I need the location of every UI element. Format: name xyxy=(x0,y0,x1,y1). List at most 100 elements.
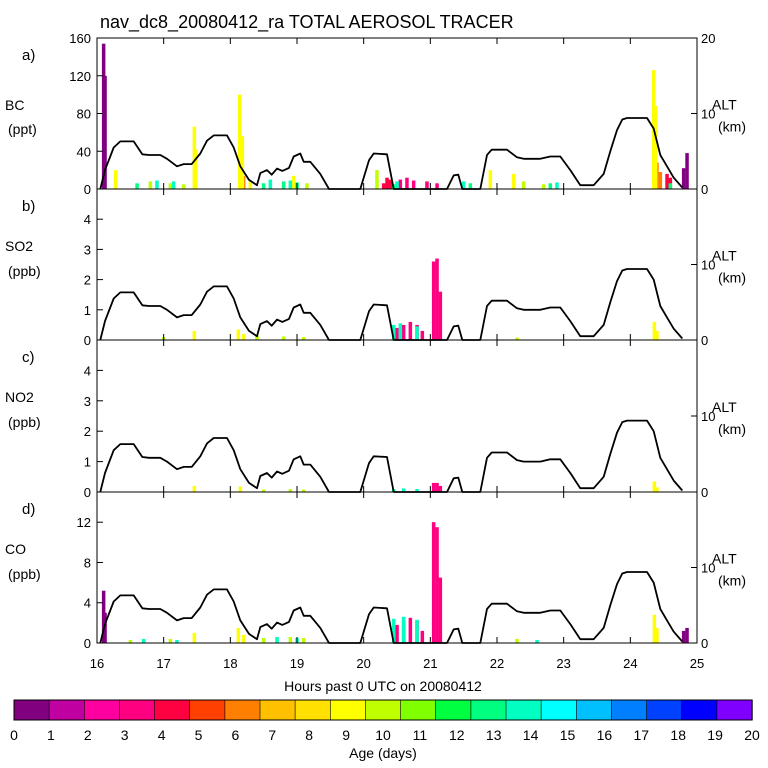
alt-axis-label-no2: ALT xyxy=(712,399,737,415)
bar-bc-s1-p1 xyxy=(405,177,409,189)
colorbar-tick-label-4: 4 xyxy=(158,727,166,743)
bar-no2-s0-p1 xyxy=(435,482,439,492)
colorbar-swatch-14 xyxy=(505,699,542,721)
colorbar-tick-label-5: 5 xyxy=(195,727,203,743)
xtick-label-19: 19 xyxy=(290,656,304,671)
colorbar-tick-label-1: 1 xyxy=(47,727,55,743)
alt-axis-units-bc: (km) xyxy=(718,119,746,135)
bar-no2-s1-p2 xyxy=(652,481,657,492)
bar-so2-s1-p3 xyxy=(652,321,657,340)
bar-co-s3-p1 xyxy=(168,639,173,643)
ytick-label-no2-2: 2 xyxy=(84,424,91,439)
bar-no2-s1-p3 xyxy=(655,487,659,492)
panel-letter-so2: b) xyxy=(22,198,35,215)
bar-so2-s0-p1 xyxy=(401,324,406,340)
bar-bc-s2-p3 xyxy=(665,173,669,189)
xtick-label-17: 17 xyxy=(156,656,170,671)
bar-co-s2-p3 xyxy=(652,614,657,643)
bar-co-s3-p2 xyxy=(261,638,266,643)
colorbar-tick-label-10: 10 xyxy=(375,727,391,743)
panel-letter-bc: a) xyxy=(22,47,35,64)
bar-bc-s7-p4 xyxy=(395,181,399,189)
bar-bc-s7-p6 xyxy=(555,182,559,189)
ytick-label-bc-0: 0 xyxy=(84,182,91,197)
colorbar-swatch-2 xyxy=(84,699,121,721)
xtick-label-25: 25 xyxy=(690,656,704,671)
colorbar-swatch-13 xyxy=(470,699,507,721)
bar-no2-s3-p2 xyxy=(415,489,419,492)
bar-co-s2-p4 xyxy=(655,627,659,643)
colorbar-tick-label-12: 12 xyxy=(449,727,465,743)
ytick-label-co-0: 0 xyxy=(84,636,91,651)
age-colorbar: 0 1 2 3 4 5 6 7 8 9 10 11 12 13 14 15 16 17 18 19 20 xyxy=(10,699,760,743)
bar-co-s4-p0 xyxy=(141,639,146,643)
bar-no2-s0-p2 xyxy=(438,485,443,492)
bar-no2-s0-p0 xyxy=(431,482,436,492)
ytick-label-no2-1: 1 xyxy=(84,455,91,470)
bar-co-s3-p3 xyxy=(288,637,293,643)
xtick-label-23: 23 xyxy=(556,656,570,671)
xtick-label-24: 24 xyxy=(623,656,637,671)
panel-units-so2: (ppb) xyxy=(8,263,41,279)
colorbar-swatch-19 xyxy=(681,699,718,721)
bar-bc-s5-p6 xyxy=(541,184,546,189)
bar-co-s1-p5 xyxy=(431,522,436,643)
bar-co-s1-p4 xyxy=(420,630,425,643)
colorbar-swatch-0 xyxy=(13,699,50,721)
ytick-label-co-4: 4 xyxy=(84,596,91,611)
ytick-label-no2-3: 3 xyxy=(84,394,91,409)
bar-co-s0-p3 xyxy=(685,627,689,643)
bar-co-s4-p1 xyxy=(175,640,179,643)
bar-bc-s4-p3 xyxy=(237,94,242,189)
bar-bc-s7-p5 xyxy=(461,181,466,189)
bar-so2-s2-p4 xyxy=(515,337,519,340)
bar-bc-s4-p6 xyxy=(291,175,296,189)
bar-so2-s0-p0 xyxy=(395,327,399,340)
xtick-label-20: 20 xyxy=(356,656,370,671)
bar-bc-s2-p1 xyxy=(385,177,389,189)
xtick-label-18: 18 xyxy=(223,656,237,671)
bar-so2-s0-p5 xyxy=(431,261,436,340)
alt-tick-label-bc-0: 0 xyxy=(701,182,708,197)
bar-co-s2-p0 xyxy=(192,632,197,643)
bar-bc-s1-p0 xyxy=(398,179,403,189)
bar-bc-s1-p4 xyxy=(435,183,439,189)
colorbar-tick-label-9: 9 xyxy=(342,727,350,743)
alt-tick-label-co-0: 0 xyxy=(701,636,708,651)
bar-co-s1-p7 xyxy=(438,577,443,643)
colorbar-frame xyxy=(13,699,753,721)
bar-so2-s2-p2 xyxy=(281,336,286,340)
bar-so2-s0-p6 xyxy=(435,258,439,340)
colorbar-tick-label-20: 20 xyxy=(744,727,760,743)
colorbar-swatch-6 xyxy=(224,699,261,721)
chart-panels: 0408012016001020ALT(km)a)BC(ppt)01234010… xyxy=(5,31,746,671)
bar-no2-s2-p2 xyxy=(301,489,306,492)
panel-units-no2: (ppb) xyxy=(8,414,41,430)
bar-bc-s4-p8 xyxy=(511,173,516,189)
alt-tick-label-so2-10: 10 xyxy=(701,258,715,273)
bar-bc-s6-p7 xyxy=(668,183,673,189)
colorbar-tick-label-16: 16 xyxy=(597,727,613,743)
alt-axis-label-so2: ALT xyxy=(712,248,737,264)
x-axis-label: Hours past 0 UTC on 20080412 xyxy=(284,678,482,694)
bar-bc-s5-p3 xyxy=(305,183,309,189)
bar-no2-s1-p1 xyxy=(238,486,243,492)
bar-bc-s5-p0 xyxy=(148,181,153,189)
alt-axis-label-co: ALT xyxy=(712,551,737,567)
bar-co-s1-p6 xyxy=(435,527,439,643)
bar-co-s0-p2 xyxy=(681,630,686,643)
alt-tick-label-so2-0: 0 xyxy=(701,333,708,348)
bar-bc-s6-p6 xyxy=(548,183,553,189)
bar-bc-s6-p2 xyxy=(281,181,286,189)
ytick-label-so2-3: 3 xyxy=(84,242,91,257)
bar-co-s4-p4 xyxy=(391,618,396,643)
bar-bc-s4-p5 xyxy=(248,181,253,189)
bar-bc-s4-p10 xyxy=(653,105,658,189)
bar-so2-s3-p0 xyxy=(391,324,396,340)
xtick-label-22: 22 xyxy=(490,656,504,671)
bar-no2-s3-p1 xyxy=(401,488,406,492)
bar-bc-s5-p2 xyxy=(181,184,186,189)
